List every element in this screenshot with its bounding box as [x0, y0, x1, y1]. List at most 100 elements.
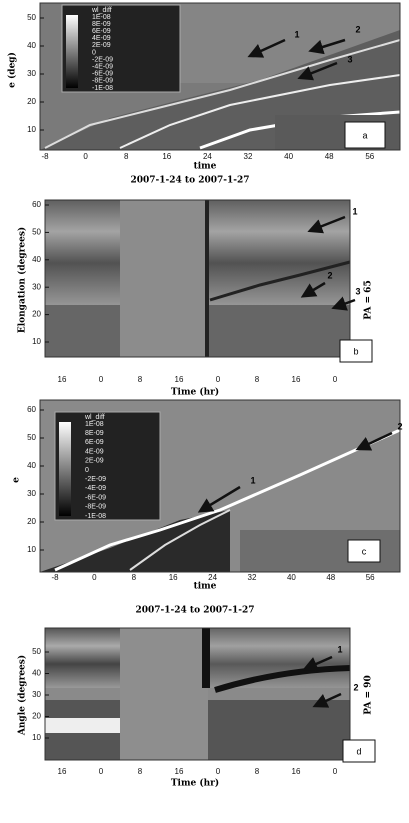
arrow — [247, 38, 286, 58]
caption: 2007-1-24 to 2007-1-27 — [135, 606, 254, 616]
y-tick-label: 50 — [32, 228, 41, 237]
y-tick-label: 30 — [27, 69, 36, 78]
arrow-label: 3 — [355, 286, 360, 296]
legend-colorbar — [66, 15, 78, 88]
x-tick-label: 16 — [58, 767, 67, 776]
y-tick-label: 40 — [32, 669, 41, 678]
x-tick-label: 24 — [203, 152, 212, 161]
y-tick-label: 40 — [32, 255, 41, 264]
legend-label: -8E-09 — [92, 78, 113, 85]
arrow-label: 2 — [353, 682, 358, 692]
caption: 2007-1-24 to 2007-1-27 — [130, 176, 249, 186]
x-axis-label: Time (hr) — [171, 778, 219, 789]
arrow-label: 3 — [347, 54, 352, 64]
x-tick-label: 48 — [325, 152, 334, 161]
x-tick-label: 16 — [175, 375, 184, 384]
arrow — [300, 281, 326, 298]
y-tick-label: 60 — [32, 200, 41, 209]
x-tick-label: 24 — [208, 573, 217, 582]
y-tick-label: 40 — [27, 461, 36, 470]
x-tick-label: 0 — [333, 767, 338, 776]
y-tick-label: 20 — [27, 517, 36, 526]
legend-label: 2E-09 — [92, 42, 111, 49]
plot-frame — [44, 627, 351, 761]
legend-label: 0 — [92, 49, 96, 56]
x-tick-label: 40 — [287, 573, 296, 582]
x-tick-label: 0 — [333, 375, 338, 384]
x-tick-label: 8 — [138, 767, 143, 776]
legend-label: 4E-09 — [85, 448, 104, 455]
y-tick-label: 50 — [27, 13, 36, 22]
panel-letter: d — [356, 746, 361, 756]
legend-label: -6E-09 — [92, 71, 113, 78]
y-tick-label: 60 — [27, 405, 36, 414]
legend-label: -2E-09 — [85, 476, 106, 483]
legend-label: 1E-08 — [92, 14, 111, 21]
x-tick-label: 8 — [255, 767, 260, 776]
panel-d-image — [45, 628, 351, 760]
x-tick-label: -8 — [41, 152, 49, 161]
y-tick-label: 40 — [27, 41, 36, 50]
side-label: PA = 65 — [364, 280, 374, 319]
arrow — [331, 296, 356, 311]
x-axis-label: time — [194, 582, 217, 592]
x-axis-label: Time (hr) — [171, 387, 219, 398]
x-tick-label: 8 — [132, 573, 137, 582]
legend-label: -1E-08 — [85, 513, 106, 520]
plot-frame — [39, 399, 401, 573]
panel-letter-box — [344, 121, 386, 149]
panel-letter-box — [342, 739, 376, 763]
legend-box — [61, 4, 181, 93]
legend-label: 8E-09 — [85, 430, 104, 437]
legend-label: 1E-08 — [85, 421, 104, 428]
arrow-label: 2 — [355, 24, 360, 34]
x-tick-label: 8 — [124, 152, 129, 161]
x-tick-label: 16 — [58, 375, 67, 384]
y-tick-label: 30 — [32, 282, 41, 291]
legend-label: 0 — [85, 467, 89, 474]
legend-title: wl_diff — [91, 7, 112, 14]
y-tick-label: 20 — [32, 712, 41, 721]
y-tick-label: 10 — [32, 337, 41, 346]
arrow-label: 2 — [397, 421, 402, 431]
x-tick-label: 32 — [248, 573, 257, 582]
legend-title: wl_diff — [84, 414, 105, 421]
x-tick-label: 32 — [244, 152, 253, 161]
x-tick-label: 16 — [175, 767, 184, 776]
panel-letter: c — [362, 546, 367, 556]
x-tick-label: 0 — [99, 767, 104, 776]
panel-b-image — [45, 200, 351, 357]
x-tick-label: 56 — [366, 573, 375, 582]
x-tick-label: 0 — [216, 767, 221, 776]
panel-letter-box — [347, 539, 381, 563]
x-tick-label: 40 — [284, 152, 293, 161]
y-tick-label: 20 — [32, 310, 41, 319]
y-tick-label: 20 — [27, 97, 36, 106]
x-tick-label: 0 — [83, 152, 88, 161]
y-tick-label: 10 — [27, 125, 36, 134]
y-axis-label: Elongation (degrees) — [17, 227, 28, 333]
legend-label: 2E-09 — [85, 458, 104, 465]
legend-label: 8E-09 — [92, 21, 111, 28]
y-tick-label: 30 — [32, 690, 41, 699]
panel-letter-box — [339, 339, 373, 363]
x-tick-label: 16 — [162, 152, 171, 161]
legend-label: 6E-09 — [85, 439, 104, 446]
arrow — [197, 485, 241, 513]
y-axis-label: Angle (degrees) — [17, 655, 28, 736]
side-label: PA = 90 — [364, 675, 374, 714]
x-tick-label: 56 — [365, 152, 374, 161]
arrow-label: 1 — [250, 475, 255, 485]
legend-label: 4E-09 — [92, 35, 111, 42]
legend-label: -6E-09 — [85, 494, 106, 501]
y-axis-label: e — [12, 477, 22, 483]
arrow — [297, 61, 338, 81]
x-tick-label: 0 — [99, 375, 104, 384]
arrow-label: 1 — [337, 644, 342, 654]
y-axis-label: e (deg) — [7, 52, 18, 88]
y-tick-label: 10 — [32, 733, 41, 742]
arrow — [308, 38, 346, 55]
x-tick-label: -8 — [51, 573, 59, 582]
legend-label: -2E-09 — [92, 56, 113, 63]
legend-label: -4E-09 — [92, 64, 113, 71]
